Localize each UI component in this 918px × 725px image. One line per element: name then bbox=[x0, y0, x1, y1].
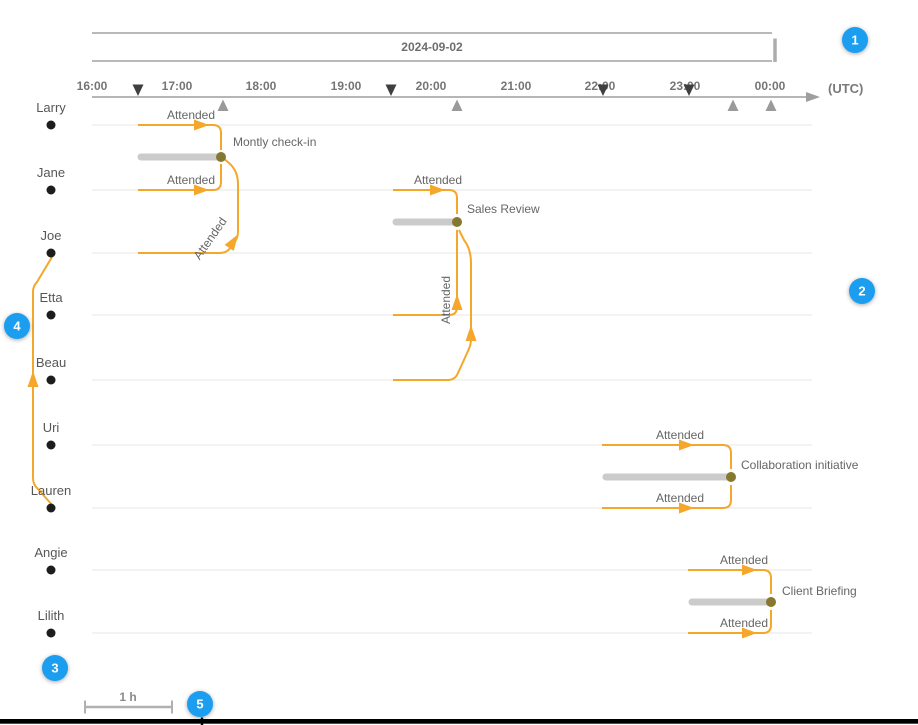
edge-arrow-icon bbox=[194, 184, 209, 196]
edge-path bbox=[602, 444, 732, 469]
axis-tick-label: 19:00 bbox=[331, 79, 362, 93]
edge-path bbox=[138, 124, 222, 150]
edge-label: Attended bbox=[167, 173, 215, 187]
annotation-badges: 1 2 3 4 5 bbox=[4, 27, 875, 717]
edge-path bbox=[393, 189, 458, 214]
events: Montly check-in Sales Review Collaborati… bbox=[137, 135, 859, 607]
scale-bar-label: 1 h bbox=[119, 690, 136, 704]
event-label: Montly check-in bbox=[233, 135, 316, 149]
edge-arrow-icon bbox=[27, 371, 39, 387]
axis-unit-label: (UTC) bbox=[828, 81, 863, 96]
axis-tick-label: 00:00 bbox=[755, 79, 786, 93]
edge-label: Attended bbox=[191, 215, 230, 262]
axis-tick-label: 17:00 bbox=[162, 79, 193, 93]
annotation-number: 5 bbox=[196, 697, 203, 712]
edge-path bbox=[688, 610, 772, 634]
person-link-edge bbox=[27, 256, 54, 507]
person-dot[interactable] bbox=[46, 565, 56, 575]
event-end-marker-icon bbox=[765, 99, 777, 111]
scrollbar-track[interactable] bbox=[0, 719, 918, 724]
edge-label: Attended bbox=[656, 428, 704, 442]
attendance-edges: Attended Attended Attended Attended Atte… bbox=[138, 108, 772, 639]
person-label: Lauren bbox=[31, 483, 71, 498]
edge-label: Attended bbox=[414, 173, 462, 187]
person-dot[interactable] bbox=[46, 310, 56, 320]
axis-arrow-icon bbox=[806, 92, 820, 102]
event-start-marker-icon bbox=[597, 84, 609, 96]
annotation-badge-2 bbox=[849, 278, 875, 304]
event-node[interactable] bbox=[216, 152, 226, 162]
person-dot[interactable] bbox=[46, 440, 56, 450]
event-start-marker-icon bbox=[683, 84, 695, 96]
annotation-number: 2 bbox=[858, 284, 865, 299]
person-label: Etta bbox=[39, 290, 63, 305]
event-node[interactable] bbox=[452, 217, 462, 227]
edge-arrow-icon bbox=[194, 119, 209, 131]
date-label: 2024-09-02 bbox=[401, 40, 463, 54]
edge-arrow-icon bbox=[430, 184, 445, 196]
event-start-marker-icon bbox=[132, 84, 144, 96]
edge-label: Attended bbox=[720, 616, 768, 630]
annotation-number: 3 bbox=[51, 661, 58, 676]
person-label: Beau bbox=[36, 355, 66, 370]
edge-arrow-icon bbox=[679, 502, 694, 514]
person-dot[interactable] bbox=[46, 628, 56, 638]
annotation-badge-1 bbox=[842, 27, 868, 53]
person-label: Jane bbox=[37, 165, 65, 180]
annotation-badge-5 bbox=[187, 691, 213, 717]
scrollbar-tick[interactable] bbox=[200, 717, 204, 725]
person-dot[interactable] bbox=[46, 185, 56, 195]
person-label: Uri bbox=[43, 420, 60, 435]
axis-tick-label: 18:00 bbox=[246, 79, 277, 93]
edge-label: Attended bbox=[167, 108, 215, 122]
edge-label: Attended bbox=[656, 491, 704, 505]
annotation-badge-4 bbox=[4, 313, 30, 339]
edge-path bbox=[138, 164, 222, 191]
person-label: Joe bbox=[41, 228, 62, 243]
axis-tick-label: 20:00 bbox=[416, 79, 447, 93]
edge-label: Attended bbox=[720, 553, 768, 567]
edge-path bbox=[393, 229, 472, 381]
date-range-slider[interactable]: 2024-09-02 bbox=[92, 32, 777, 62]
axis-tick-label: 21:00 bbox=[501, 79, 532, 93]
event-label: Sales Review bbox=[467, 202, 540, 216]
event-end-marker-icon bbox=[727, 99, 739, 111]
edge-arrow-icon bbox=[224, 234, 238, 251]
event-start-marker-icon bbox=[385, 84, 397, 96]
person-dot[interactable] bbox=[46, 375, 56, 385]
annotation-number: 4 bbox=[13, 319, 21, 334]
event-label: Collaboration initiative bbox=[741, 458, 859, 472]
person-dot[interactable] bbox=[46, 503, 56, 513]
event-end-marker-icon bbox=[217, 99, 229, 111]
edge-path bbox=[688, 569, 772, 594]
annotation-number: 1 bbox=[851, 33, 858, 48]
edge-arrow-icon bbox=[742, 564, 757, 576]
edge-label: Attended bbox=[439, 276, 453, 324]
scale-bar: 1 h bbox=[84, 690, 173, 714]
annotation-badge-3 bbox=[42, 655, 68, 681]
person-label: Angie bbox=[34, 545, 67, 560]
time-axis: 16:00 17:00 18:00 19:00 20:00 21:00 22:0… bbox=[77, 79, 863, 111]
event-label: Client Briefing bbox=[782, 584, 857, 598]
person-label: Lilith bbox=[38, 608, 65, 623]
edge-arrow-icon bbox=[465, 325, 477, 341]
edge-path bbox=[602, 485, 732, 509]
bottom-scrollbar[interactable] bbox=[0, 717, 918, 725]
person-label: Larry bbox=[36, 100, 66, 115]
axis-tick-label: 16:00 bbox=[77, 79, 108, 93]
people-list: Larry Jane Joe Etta Beau Uri Lauren Angi… bbox=[31, 100, 71, 638]
event-node[interactable] bbox=[726, 472, 736, 482]
person-dot[interactable] bbox=[46, 120, 56, 130]
edge-arrow-icon bbox=[679, 439, 694, 451]
edge-arrow-icon bbox=[742, 627, 757, 639]
event-node[interactable] bbox=[766, 597, 776, 607]
person-dot[interactable] bbox=[46, 248, 56, 258]
event-end-marker-icon bbox=[451, 99, 463, 111]
edge-arrow-icon bbox=[451, 294, 463, 310]
